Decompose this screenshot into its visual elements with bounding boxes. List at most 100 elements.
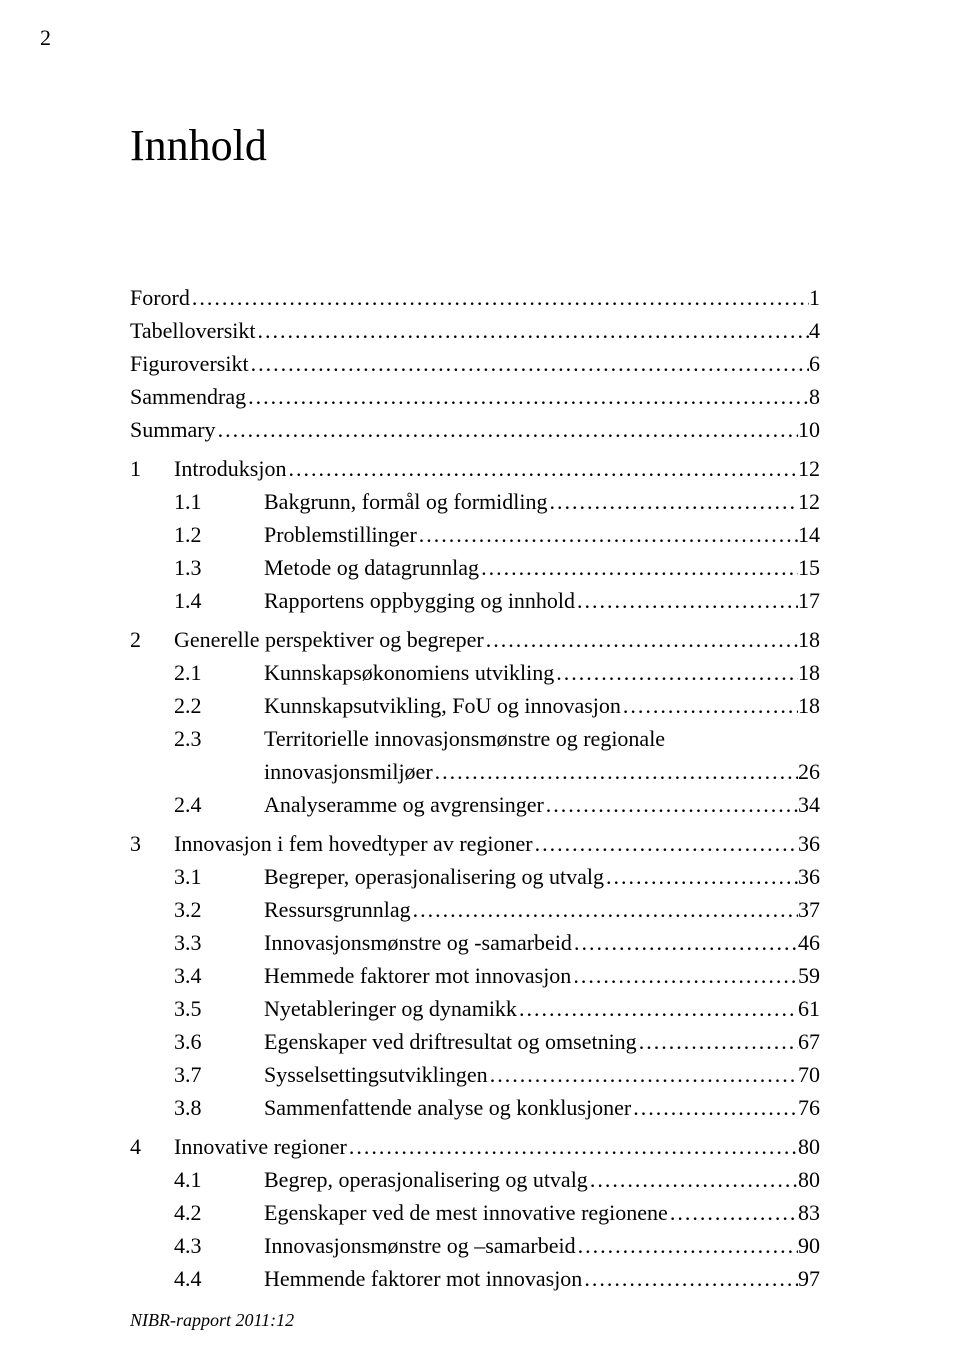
toc-text: Summary bbox=[130, 413, 216, 446]
toc-page: 18 bbox=[798, 623, 820, 656]
toc-entry-sub: 1.2Problemstillinger....................… bbox=[130, 518, 820, 551]
toc-page: 34 bbox=[798, 788, 820, 821]
toc-page: 80 bbox=[798, 1130, 820, 1163]
toc-text: Figuroversikt bbox=[130, 347, 249, 380]
dot-leader: ........................................… bbox=[572, 926, 798, 959]
dot-leader: ........................................… bbox=[554, 656, 798, 689]
toc-text: Hemmende faktorer mot innovasjon bbox=[264, 1262, 582, 1295]
toc-entry-sub: 3.3Innovasjonsmønstre og -samarbeid.....… bbox=[130, 926, 820, 959]
content-area: Innhold Forord..........................… bbox=[130, 120, 820, 1295]
toc-entry-sub: 3.7Sysselsettingsutviklingen............… bbox=[130, 1058, 820, 1091]
toc-page: 67 bbox=[798, 1025, 820, 1058]
dot-leader: ........................................… bbox=[588, 1163, 798, 1196]
toc-sub-number: 3.6 bbox=[174, 1025, 264, 1058]
toc-text: innovasjonsmiljøer bbox=[264, 755, 433, 788]
toc-page: 8 bbox=[809, 380, 820, 413]
toc-page: 36 bbox=[798, 827, 820, 860]
toc-text: Bakgrunn, formål og formidling bbox=[264, 485, 548, 518]
toc-page: 6 bbox=[809, 347, 820, 380]
toc-text: Begrep, operasjonalisering og utvalg bbox=[264, 1163, 588, 1196]
dot-leader: ........................................… bbox=[484, 623, 798, 656]
toc-text: Begreper, operasjonalisering og utvalg bbox=[264, 860, 604, 893]
dot-leader: ........................................… bbox=[517, 992, 798, 1025]
toc-entry-sub: 4.3Innovasjonsmønstre og –samarbeid.....… bbox=[130, 1229, 820, 1262]
toc-page: 12 bbox=[798, 485, 820, 518]
toc-sub-number: 1.3 bbox=[174, 551, 264, 584]
toc-entry-sub: 2.3Territorielle innovasjonsmønstre og r… bbox=[130, 722, 820, 755]
dot-leader: ........................................… bbox=[488, 1058, 798, 1091]
toc-sub-number: 3.4 bbox=[174, 959, 264, 992]
toc-text: Innovasjonsmønstre og –samarbeid bbox=[264, 1229, 576, 1262]
toc-page: 14 bbox=[798, 518, 820, 551]
toc-chapter-number: 1 bbox=[130, 452, 174, 485]
toc-page: 37 bbox=[798, 893, 820, 926]
dot-leader: ........................................… bbox=[411, 893, 798, 926]
toc-entry-sub: 3.6Egenskaper ved driftresultat og omset… bbox=[130, 1025, 820, 1058]
toc-entry-chapter: 3Innovasjon i fem hovedtyper av regioner… bbox=[130, 827, 820, 860]
toc-sub-number: 1.2 bbox=[174, 518, 264, 551]
toc-entry-sub: 1.1Bakgrunn, formål og formidling.......… bbox=[130, 485, 820, 518]
toc-entry-sub: 4.1Begrep, operasjonalisering og utvalg.… bbox=[130, 1163, 820, 1196]
toc-page: 70 bbox=[798, 1058, 820, 1091]
toc-sub-number: 1.4 bbox=[174, 584, 264, 617]
toc-entry-chapter: 1Introduksjon...........................… bbox=[130, 452, 820, 485]
toc-text: Sammendrag bbox=[130, 380, 246, 413]
toc-entry-sub: 3.8Sammenfattende analyse og konklusjone… bbox=[130, 1091, 820, 1124]
dot-leader: ........................................… bbox=[190, 281, 809, 314]
toc-sub-number: 4.2 bbox=[174, 1196, 264, 1229]
toc-entry-sub: 2.1Kunnskapsøkonomiens utvikling........… bbox=[130, 656, 820, 689]
toc-page: 90 bbox=[798, 1229, 820, 1262]
toc-page: 46 bbox=[798, 926, 820, 959]
toc-sub-number: 4.4 bbox=[174, 1262, 264, 1295]
toc-sub-number: 3.8 bbox=[174, 1091, 264, 1124]
toc-sub-number: 1.1 bbox=[174, 485, 264, 518]
toc-entry-front: Sammendrag..............................… bbox=[130, 380, 820, 413]
toc-entry-sub: 4.4Hemmende faktorer mot innovasjon.....… bbox=[130, 1262, 820, 1295]
toc-entry-sub: 3.2Ressursgrunnlag......................… bbox=[130, 893, 820, 926]
toc-entry-sub: 3.1Begreper, operasjonalisering og utval… bbox=[130, 860, 820, 893]
toc-sub-number: 4.3 bbox=[174, 1229, 264, 1262]
dot-leader: ........................................… bbox=[479, 551, 798, 584]
toc-sub-number: 3.1 bbox=[174, 860, 264, 893]
toc-text: Ressursgrunnlag bbox=[264, 893, 411, 926]
toc-text: Sammenfattende analyse og konklusjoner bbox=[264, 1091, 631, 1124]
toc-page: 10 bbox=[798, 413, 820, 446]
dot-leader: ........................................… bbox=[544, 788, 798, 821]
toc-page: 59 bbox=[798, 959, 820, 992]
toc-text: Hemmede faktorer mot innovasjon bbox=[264, 959, 571, 992]
toc-text: Analyseramme og avgrensinger bbox=[264, 788, 544, 821]
toc-title: Innhold bbox=[130, 120, 820, 171]
toc-chapter-number: 4 bbox=[130, 1130, 174, 1163]
toc-text: Introduksjon bbox=[174, 452, 286, 485]
toc-text: Tabelloversikt bbox=[130, 314, 256, 347]
page-number-top: 2 bbox=[40, 25, 51, 51]
toc-entry-sub: 2.2Kunnskapsutvikling, FoU og innovasjon… bbox=[130, 689, 820, 722]
toc-entry-front: Forord..................................… bbox=[130, 281, 820, 314]
toc-sub-number: 3.5 bbox=[174, 992, 264, 1025]
toc-text: Egenskaper ved driftresultat og omsetnin… bbox=[264, 1025, 637, 1058]
dot-leader: ........................................… bbox=[249, 347, 809, 380]
toc-text: Sysselsettingsutviklingen bbox=[264, 1058, 488, 1091]
toc-page: 83 bbox=[798, 1196, 820, 1229]
toc-sub-number: 3.3 bbox=[174, 926, 264, 959]
toc-text: Innovasjonsmønstre og -samarbeid bbox=[264, 926, 572, 959]
toc-page: 17 bbox=[798, 584, 820, 617]
dot-leader: ........................................… bbox=[216, 413, 798, 446]
toc-page: 4 bbox=[809, 314, 820, 347]
dot-leader: ........................................… bbox=[286, 452, 798, 485]
dot-leader: ........................................… bbox=[621, 689, 798, 722]
dot-leader: ........................................… bbox=[637, 1025, 798, 1058]
toc-entry-front: Tabelloversikt..........................… bbox=[130, 314, 820, 347]
toc-text: Kunnskapsøkonomiens utvikling bbox=[264, 656, 554, 689]
dot-leader: ........................................… bbox=[246, 380, 809, 413]
toc-container: Forord..................................… bbox=[130, 281, 820, 1295]
toc-sub-number: 2.4 bbox=[174, 788, 264, 821]
dot-leader: ........................................… bbox=[417, 518, 798, 551]
dot-leader: ........................................… bbox=[575, 584, 798, 617]
toc-entry-chapter: 2Generelle perspektiver og begreper.....… bbox=[130, 623, 820, 656]
toc-text: Egenskaper ved de mest innovative region… bbox=[264, 1196, 668, 1229]
toc-text: Metode og datagrunnlag bbox=[264, 551, 479, 584]
toc-entry-chapter: 4Innovative regioner....................… bbox=[130, 1130, 820, 1163]
toc-page: 18 bbox=[798, 656, 820, 689]
dot-leader: ........................................… bbox=[631, 1091, 798, 1124]
